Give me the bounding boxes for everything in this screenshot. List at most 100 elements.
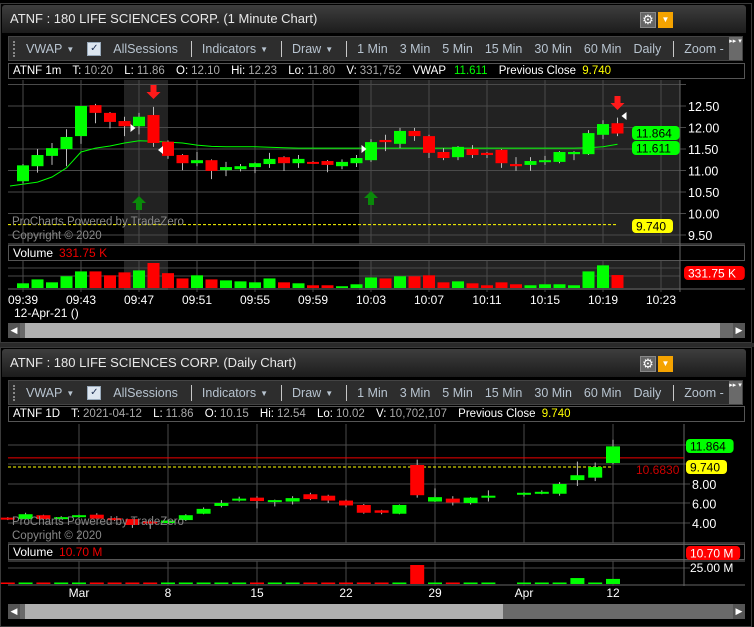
interval-button-30-min[interactable]: 30 Min [534, 41, 572, 56]
candle-body [517, 492, 531, 495]
indicators-dropdown[interactable]: Indicators ▼ [201, 41, 269, 56]
volume-bar [481, 285, 493, 288]
minute-chart-titlebar[interactable]: ATNF : 180 LIFE SCIENCES CORP. (1 Minute… [2, 5, 746, 33]
previous-close-price-label: 9.740 [636, 220, 666, 234]
volume-bar [89, 271, 102, 288]
y-tick-label: 9.50 [688, 229, 712, 243]
candle-body [445, 498, 460, 503]
candle-body [495, 149, 508, 164]
candle-body [89, 105, 102, 113]
volume-bar [463, 582, 478, 584]
candle-body [588, 467, 603, 478]
interval-button-1-min[interactable]: 1 Min [357, 385, 388, 400]
horizontal-scrollbar[interactable]: ◀ ▶ [8, 604, 745, 619]
volume-bar [321, 582, 336, 584]
field-label: L: [124, 65, 134, 77]
allsessions-checkbox[interactable]: ✓ [87, 41, 102, 56]
candle-body [178, 515, 193, 521]
volume-bar [232, 582, 247, 584]
draw-dropdown[interactable]: Draw ▼ [292, 41, 334, 56]
interval-button-60-min[interactable]: 60 Min [583, 385, 622, 400]
scroll-left-button[interactable]: ◀ [8, 323, 20, 338]
interval-button-5-min[interactable]: 5 Min [442, 385, 473, 400]
entry-marker-icon [130, 124, 136, 132]
interval-button-15-min[interactable]: 15 Min [484, 385, 523, 400]
interval-button-15-min[interactable]: 15 Min [484, 41, 523, 56]
interval-button-60-min[interactable]: 60 Min [583, 41, 622, 56]
gear-icon[interactable]: ⚙ [640, 356, 656, 372]
candle-body [89, 514, 104, 519]
zoom-out-button[interactable]: Zoom - [684, 41, 724, 56]
scrollbar-thumb[interactable] [25, 604, 503, 619]
toolbar-separator [673, 40, 675, 57]
window-menu-dropdown[interactable]: ▼ [658, 12, 673, 28]
vwap-dropdown[interactable]: VWAP ▼ [26, 41, 75, 56]
candle-body [552, 484, 567, 494]
interval-button-30-min[interactable]: 30 Min [534, 385, 572, 400]
toolbar-overflow-button[interactable]: ▸▸ ▾ [729, 381, 742, 404]
gear-icon[interactable]: ⚙ [640, 12, 656, 28]
volume-bar [303, 582, 318, 584]
x-tick-label: 09:47 [124, 293, 154, 307]
candle-body [125, 519, 140, 525]
allsessions-checkbox[interactable]: ✓ [87, 385, 102, 400]
window-menu-dropdown[interactable]: ▼ [658, 356, 673, 372]
chevron-down-icon: ▼ [260, 44, 269, 54]
candle-body [234, 166, 247, 170]
volume-last-label: 331.75 K [688, 267, 736, 281]
candle-body [161, 520, 175, 523]
interval-button-5-min[interactable]: 5 Min [442, 41, 473, 56]
candle-body [365, 142, 377, 161]
allsessions-label[interactable]: AllSessions [113, 385, 178, 400]
daily-chart-titlebar[interactable]: ATNF : 180 LIFE SCIENCES CORP. (Daily Ch… [2, 349, 746, 377]
volume-bar [292, 283, 305, 288]
draw-dropdown[interactable]: Draw ▼ [292, 385, 334, 400]
toolbar-overflow-button[interactable]: ▸▸ ▾ [729, 37, 742, 60]
symbol-label: ATNF 1D [13, 408, 61, 420]
candle-body [46, 148, 58, 156]
volume-header: Volume 10.70 M [8, 544, 745, 560]
interval-button-3-min[interactable]: 3 Min [399, 385, 431, 400]
candle-body [606, 446, 620, 464]
toolbar-separator [673, 384, 675, 401]
window-splitter[interactable] [0, 343, 754, 347]
candle-body [0, 517, 15, 520]
volume-bar [410, 565, 425, 584]
price-level-label: 10.6830 [636, 463, 680, 477]
volume-bar [582, 271, 595, 288]
interval-button-daily[interactable]: Daily [633, 41, 662, 56]
vwap-dropdown[interactable]: VWAP ▼ [26, 385, 75, 400]
candle-body [611, 123, 624, 134]
horizontal-scrollbar[interactable]: ◀ ▶ [8, 323, 745, 338]
toolbar-grip[interactable] [13, 384, 18, 401]
toolbar-grip[interactable] [13, 40, 18, 57]
vwap-line [9, 140, 618, 187]
candle-body [553, 152, 566, 162]
x-tick-label: 15 [250, 586, 264, 600]
scroll-right-button[interactable]: ▶ [733, 604, 745, 619]
y-tick-label: 11.00 [688, 165, 718, 179]
zoom-out-button[interactable]: Zoom - [684, 385, 724, 400]
interval-button-1-min[interactable]: 1 Min [357, 41, 388, 56]
toolbar-separator [190, 384, 192, 401]
candle-body [31, 155, 44, 167]
volume-bar [0, 582, 15, 584]
allsessions-label[interactable]: AllSessions [113, 41, 178, 56]
indicators-dropdown[interactable]: Indicators ▼ [201, 385, 269, 400]
scroll-left-button[interactable]: ◀ [8, 604, 20, 619]
scroll-right-button[interactable]: ▶ [733, 323, 745, 338]
window-title: ATNF : 180 LIFE SCIENCES CORP. (1 Minute… [10, 11, 318, 26]
x-tick-label: 22 [339, 586, 353, 600]
volume-bar [89, 582, 104, 584]
scrollbar-thumb[interactable] [25, 323, 720, 338]
exit-marker-icon [621, 112, 627, 120]
volume-value: 331,752 [359, 65, 402, 77]
toolbar-separator [281, 40, 283, 57]
last-price-label: 11.864 [636, 127, 672, 141]
interval-button-3-min[interactable]: 3 Min [399, 41, 431, 56]
candle-body [481, 152, 493, 156]
y-tick-label: 10.00 [688, 208, 719, 222]
volume-last-label: 10.70 M [690, 547, 733, 561]
interval-button-daily[interactable]: Daily [633, 385, 662, 400]
toolbar-separator [346, 40, 348, 57]
